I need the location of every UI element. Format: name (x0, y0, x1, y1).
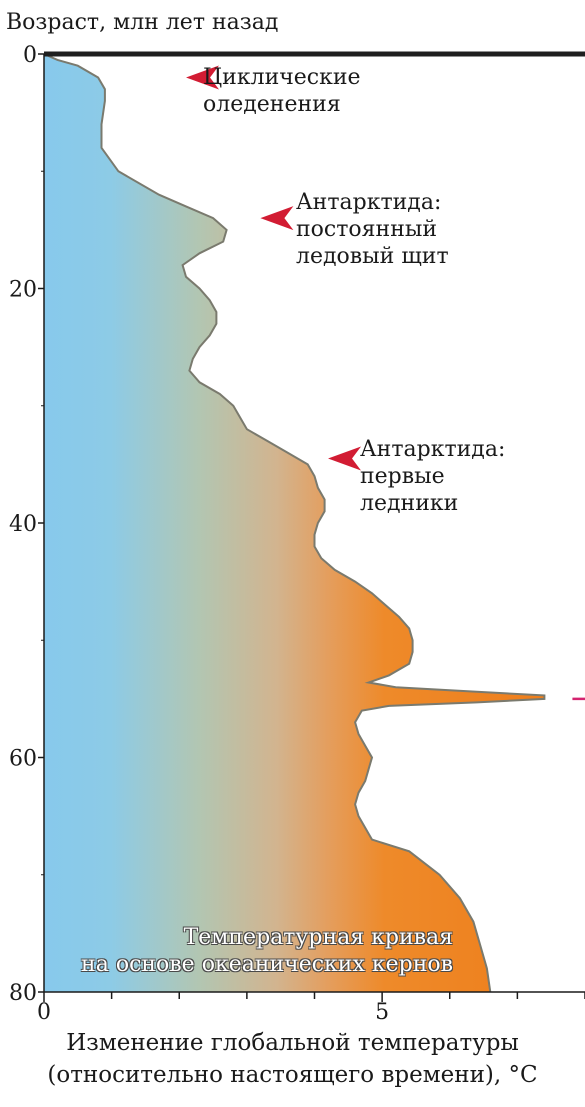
caption-line-1: Температурная кривая (183, 925, 453, 950)
y-tick-label: 80 (9, 981, 37, 1006)
x-tick-label: 5 (375, 1000, 389, 1025)
annotation-arrow (186, 65, 220, 90)
caption-line-2: на основе океанических кернов (81, 952, 453, 977)
x-axis-title-line-2: (относительно настоящего времени), °C (47, 1062, 538, 1088)
annotation-cyclic-glaciations: Циклические оледенения (203, 65, 361, 117)
x-axis-title-line-1: Изменение глобальной температуры (66, 1030, 519, 1056)
y-tick-label: 0 (23, 43, 37, 68)
annotation-antarctic-ice-sheet: Антарктида: постоянный ледовый щит (296, 190, 449, 269)
y-axis-title: Возраст, млн лет назад (6, 10, 279, 35)
y-tick-label: 20 (9, 278, 37, 303)
x-tick-label: 0 (37, 1000, 51, 1025)
y-tick-label: 60 (9, 747, 37, 772)
chart-caption: Температурная кривая на основе океаничес… (81, 924, 453, 978)
temperature-area (44, 54, 545, 992)
y-tick-label: 40 (9, 512, 37, 537)
annotation-antarctic-first-glaciers: Антарктида: первые ледники (360, 437, 506, 516)
annotation-arrow (328, 446, 362, 471)
temperature-curve-line (43, 53, 546, 993)
annotation-arrow (260, 206, 294, 231)
